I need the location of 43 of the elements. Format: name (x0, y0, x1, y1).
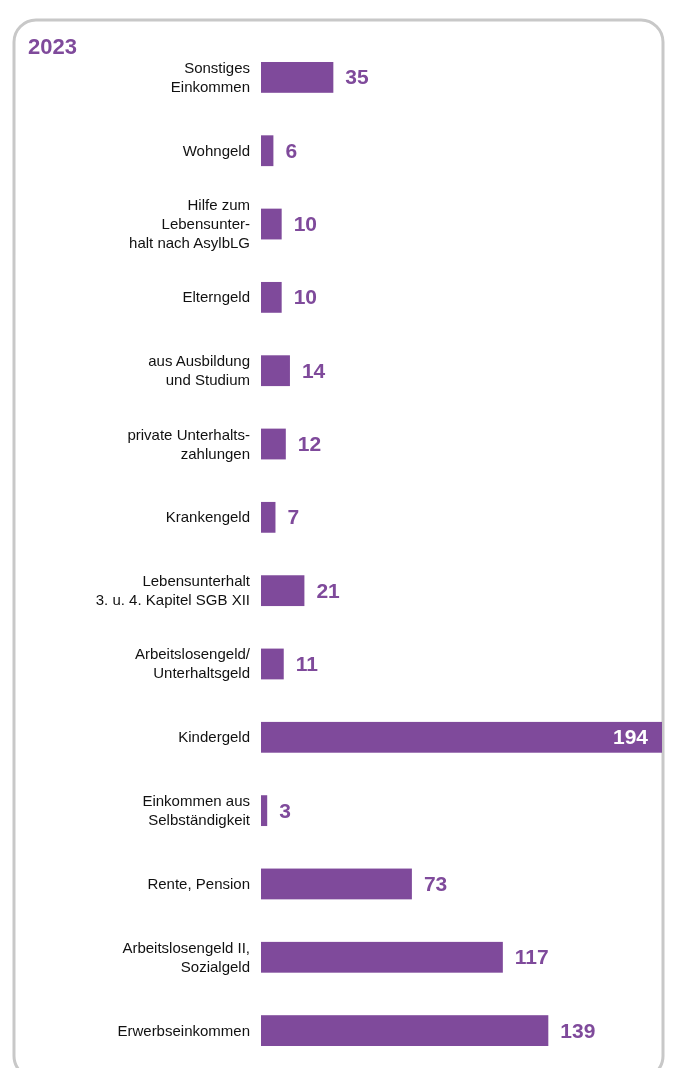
data-label: 14 (301, 358, 326, 382)
data-label: 73 (423, 871, 448, 895)
y-tick-label: Sonstiges Einkommen (170, 58, 250, 95)
bar (261, 868, 412, 900)
y-tick-label: Lebensunterhalt 3. u. 4. Kapitel SGB XII (95, 572, 251, 609)
bar (261, 62, 334, 93)
bar (261, 355, 290, 387)
y-tick-label: Elterngeld (182, 288, 250, 306)
data-label: 10 (293, 212, 318, 236)
data-label: 21 (316, 578, 341, 602)
bar (261, 941, 503, 973)
data-label: 6 (285, 138, 298, 162)
bar (261, 648, 284, 680)
data-label: 117 (514, 945, 549, 969)
y-tick-label: aus Ausbildung und Studium (148, 352, 250, 389)
y-tick-label: Krankengeld (165, 508, 250, 526)
bar (261, 575, 305, 607)
y-tick-label: Hilfe zum Lebensunter- halt nach AsylbLG (129, 196, 250, 252)
text: 2023 (28, 34, 77, 59)
bar (261, 208, 282, 240)
data-label: 194 (612, 725, 649, 749)
bar (261, 135, 274, 167)
y-tick-label: Arbeitslosengeld II, Sozialgeld (122, 938, 250, 975)
data-label: 139 (560, 1018, 596, 1042)
y-tick-label: private Unterhalts- zahlungen (127, 425, 250, 462)
y-tick-label: Arbeitslosengeld/ Unterhaltsgeld (134, 645, 251, 682)
bar (261, 281, 282, 313)
data-label: 10 (293, 285, 318, 309)
y-tick-label: Rente, Pension (147, 874, 250, 892)
y-tick-label: Wohngeld (182, 141, 250, 159)
data-label: 12 (297, 432, 322, 456)
data-label: 7 (287, 505, 300, 529)
bar (261, 1015, 549, 1047)
y-tick-label: Erwerbseinkommen (117, 1021, 250, 1039)
data-label: 35 (345, 65, 370, 89)
bar (261, 428, 286, 460)
bar (261, 501, 276, 533)
bar (261, 795, 268, 827)
data-label: 11 (295, 651, 319, 675)
y-tick-label: Einkommen aus Selbständigkeit (142, 792, 251, 829)
bar (261, 721, 662, 753)
data-label: 3 (279, 798, 291, 822)
y-tick-label: Kindergeld (178, 728, 250, 746)
